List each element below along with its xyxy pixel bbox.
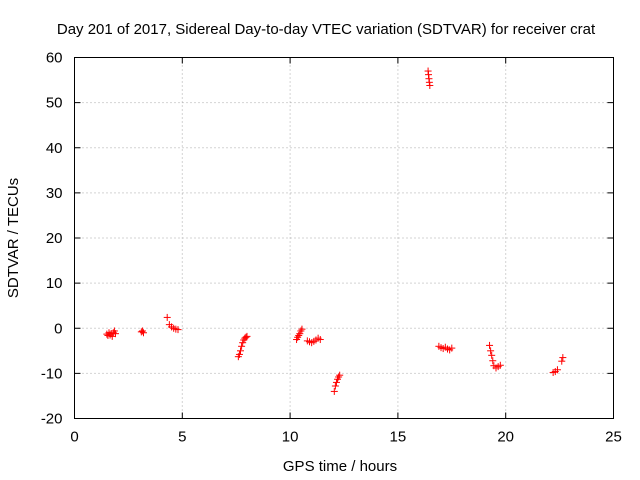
x-tick-label: 15 [390, 429, 407, 446]
y-tick-label: -10 [41, 365, 63, 382]
x-tick-label: 25 [605, 429, 622, 446]
axis-ticks: 0 5 10 15 20 25 -20 -10 0 10 20 30 40 50 60 [41, 50, 622, 446]
data-point [316, 336, 324, 344]
data-point [331, 382, 339, 390]
data-point [558, 357, 566, 365]
data-point [298, 325, 306, 333]
data-point [489, 357, 497, 365]
chart-title: Day 201 of 2017, Sidereal Day-to-day VTE… [57, 21, 596, 38]
data-point [426, 81, 434, 89]
x-tick-label: 10 [282, 429, 299, 446]
data-point [488, 351, 496, 359]
data-point [486, 341, 494, 349]
y-tick-label: 40 [46, 140, 63, 157]
x-axis-title: GPS time / hours [283, 458, 397, 475]
y-tick-label: 20 [46, 230, 63, 247]
data-point [138, 327, 146, 335]
data-point [448, 344, 456, 352]
data-point [235, 350, 243, 358]
y-tick-label: 60 [46, 50, 63, 67]
data-point [163, 313, 171, 321]
y-tick-label: 30 [46, 185, 63, 202]
y-tick-label: 0 [54, 320, 62, 337]
x-tick-label: 0 [70, 429, 78, 446]
data-point [335, 373, 343, 381]
y-tick-label: -20 [41, 411, 63, 428]
data-point [336, 371, 344, 379]
data-point [496, 361, 504, 369]
x-tick-label: 20 [497, 429, 514, 446]
y-axis-title: SDTVAR / TECUs [5, 178, 22, 298]
data-point [295, 331, 303, 339]
data-points [103, 67, 567, 395]
data-point [111, 330, 119, 338]
x-tick-label: 5 [178, 429, 186, 446]
data-point [332, 378, 340, 386]
data-point [139, 329, 147, 337]
data-point [238, 342, 246, 350]
y-tick-label: 50 [46, 95, 63, 112]
data-point [294, 333, 302, 341]
data-point [243, 332, 251, 340]
y-tick-label: 10 [46, 275, 63, 292]
data-point [559, 354, 567, 362]
data-point [297, 327, 305, 335]
data-point [174, 326, 182, 334]
data-point [242, 333, 250, 341]
data-point [330, 387, 338, 395]
data-point [553, 366, 561, 374]
grid-lines [74, 57, 614, 419]
data-point [487, 347, 495, 355]
data-point [237, 347, 245, 355]
